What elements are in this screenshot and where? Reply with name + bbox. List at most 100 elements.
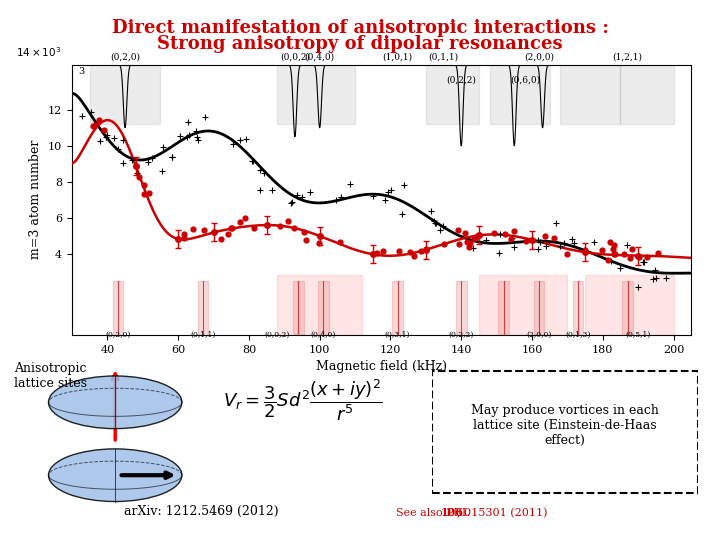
- Point: [368, 192, 379, 200]
- Point: [334, 238, 346, 246]
- Text: (1,0,1): (1,0,1): [382, 52, 413, 61]
- Point: [305, 187, 316, 196]
- Text: (0,2,2): (0,2,2): [449, 331, 474, 339]
- Text: , 015301 (2011): , 015301 (2011): [457, 508, 548, 518]
- Point: [282, 217, 293, 225]
- Point: [647, 274, 659, 283]
- Bar: [277, 65, 355, 124]
- Point: [469, 233, 481, 242]
- Point: [660, 274, 672, 282]
- Point: [89, 120, 101, 129]
- Text: $V_r = \dfrac{3}{2} S d^2 \dfrac{(x+iy)^2}{r^5}$: $V_r = \dfrac{3}{2} S d^2 \dfrac{(x+iy)^…: [222, 377, 382, 422]
- Point: [93, 116, 104, 124]
- Text: (2,0,0): (2,0,0): [526, 331, 552, 339]
- Point: [405, 248, 416, 256]
- Point: [198, 225, 210, 234]
- Point: [274, 221, 285, 230]
- Point: [534, 238, 546, 246]
- Point: [472, 231, 483, 240]
- Text: (0,3,1): (0,3,1): [384, 331, 410, 339]
- Point: [596, 246, 608, 254]
- Text: 106: 106: [441, 508, 464, 518]
- Point: [532, 236, 544, 245]
- Point: [463, 242, 474, 251]
- Point: [138, 180, 150, 189]
- Point: [649, 266, 661, 274]
- Point: [437, 221, 449, 230]
- X-axis label: Magnetic field (kHz): Magnetic field (kHz): [316, 360, 447, 373]
- Point: [438, 240, 449, 248]
- Text: (0,1,3): (0,1,3): [565, 331, 590, 339]
- Point: [608, 245, 619, 253]
- Point: [101, 130, 112, 139]
- Point: [550, 218, 562, 227]
- Point: [181, 133, 193, 141]
- Ellipse shape: [48, 449, 182, 502]
- Point: [618, 249, 629, 258]
- Text: (0,6,0): (0,6,0): [510, 76, 540, 85]
- Point: [182, 118, 194, 127]
- Point: [621, 240, 633, 249]
- Point: [608, 241, 619, 249]
- Text: (0,4,0): (0,4,0): [305, 52, 335, 61]
- Point: [652, 249, 664, 258]
- Point: [179, 233, 190, 242]
- Point: [192, 133, 203, 141]
- Point: [548, 234, 559, 242]
- Point: [610, 249, 621, 258]
- Point: [222, 230, 234, 238]
- Point: [131, 168, 143, 177]
- Point: [266, 186, 278, 194]
- Point: [296, 193, 307, 201]
- Point: [225, 224, 237, 233]
- Text: (1,2,1): (1,2,1): [613, 52, 642, 61]
- Point: [117, 136, 129, 144]
- Point: [452, 225, 464, 234]
- Text: May produce vortices in each
lattice site (Einstein-de-Haas
effect): May produce vortices in each lattice sit…: [472, 404, 659, 447]
- Point: [396, 210, 408, 218]
- Point: [183, 130, 194, 139]
- Point: [408, 251, 420, 260]
- Text: Anisotropic
lattice sites: Anisotropic lattice sites: [14, 362, 87, 390]
- Point: [235, 217, 246, 226]
- Point: [568, 239, 580, 248]
- Point: [431, 219, 442, 227]
- Point: [86, 108, 97, 117]
- Point: [480, 236, 492, 245]
- FancyBboxPatch shape: [432, 371, 698, 493]
- Point: [606, 257, 617, 266]
- Point: [461, 238, 472, 246]
- Point: [393, 247, 405, 256]
- Point: [532, 245, 544, 254]
- Point: [505, 235, 517, 244]
- Point: [156, 166, 168, 175]
- Point: [608, 249, 620, 258]
- Point: [239, 214, 251, 222]
- Text: (0,2,2): (0,2,2): [446, 76, 476, 85]
- Point: [637, 258, 649, 266]
- Point: [398, 181, 410, 190]
- Point: [614, 264, 626, 272]
- Text: (2,0,0): (2,0,0): [524, 52, 554, 61]
- Point: [493, 248, 505, 257]
- Text: (0,5,1): (0,5,1): [626, 331, 651, 339]
- Text: arXiv: 1212.5469 (2012): arXiv: 1212.5469 (2012): [125, 505, 279, 518]
- Point: [108, 134, 120, 143]
- Point: [377, 247, 389, 255]
- Point: [246, 157, 258, 165]
- Point: [187, 225, 199, 233]
- Point: [454, 239, 465, 248]
- Point: [508, 242, 520, 251]
- Point: [215, 234, 226, 243]
- Point: [631, 282, 643, 291]
- Point: [254, 186, 266, 194]
- Point: [94, 136, 105, 145]
- Point: [87, 121, 99, 130]
- Ellipse shape: [48, 376, 182, 429]
- Point: [566, 234, 577, 243]
- Text: (0,4,0): (0,4,0): [310, 331, 336, 339]
- Point: [300, 235, 312, 244]
- Point: [335, 193, 346, 201]
- Point: [235, 136, 246, 144]
- Bar: [621, 65, 673, 124]
